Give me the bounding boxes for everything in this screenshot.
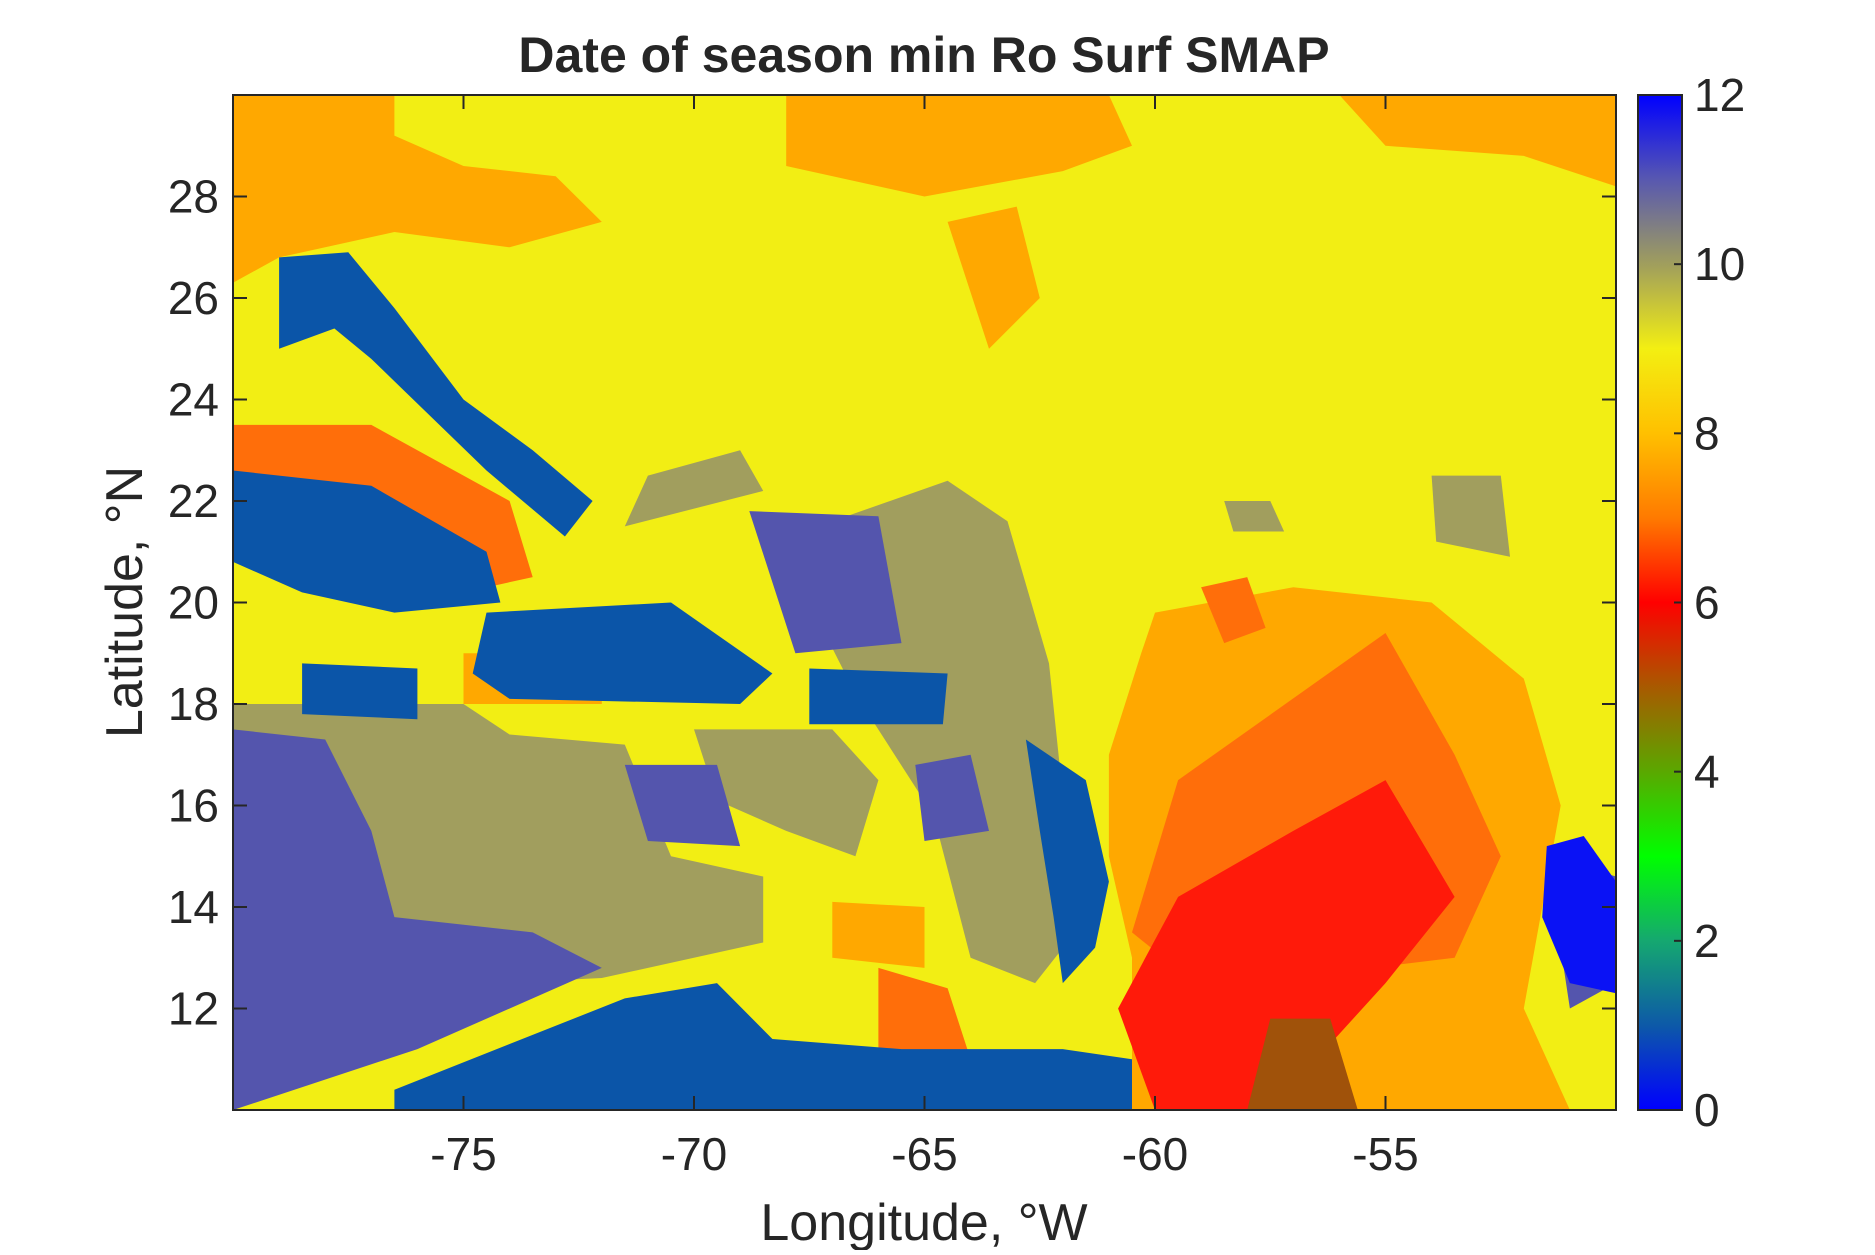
map-region-value-11 <box>233 729 602 1110</box>
y-tick-label: 14 <box>168 881 219 933</box>
map-region-value-1 <box>472 602 773 704</box>
map-region-value-11 <box>624 764 741 847</box>
y-tick-label: 22 <box>168 475 219 527</box>
y-tick-label: 24 <box>168 374 219 426</box>
map-region-value-1 <box>233 470 501 613</box>
x-axis: -75 -70 -65 -60 -55 <box>430 95 1419 1180</box>
map-region-value-11 <box>915 754 989 841</box>
map-region-value-8 <box>832 901 925 968</box>
plot-area <box>232 94 1617 1111</box>
map-region-value-10 <box>624 450 764 527</box>
y-axis: 12 14 16 18 20 22 24 26 28 <box>168 171 1616 1035</box>
map-region-value-7 <box>1201 577 1266 644</box>
colorbar-tick-label: 8 <box>1694 407 1720 459</box>
map-title: Date of season min Ro Surf SMAP <box>518 27 1329 83</box>
y-tick-label: 16 <box>168 780 219 832</box>
map-region-value-1 <box>394 983 1132 1110</box>
map-region-value-10 <box>694 729 879 857</box>
map-region-value-8 <box>233 95 602 283</box>
map-region-value-12 <box>1542 836 1616 994</box>
x-axis-label: Longitude, °W <box>760 1194 1087 1250</box>
x-tick-label: -70 <box>661 1128 727 1180</box>
map-region-value-8 <box>947 206 1040 349</box>
y-tick-label: 28 <box>168 171 219 223</box>
map-region-value-5 <box>1247 1018 1358 1110</box>
map-region-value-1 <box>302 663 418 720</box>
map-region-value-6 <box>1118 780 1455 1110</box>
map-region-value-1 <box>1025 739 1109 984</box>
y-tick-label: 18 <box>168 678 219 730</box>
map-region-value-8 <box>786 95 1132 197</box>
x-tick-label: -65 <box>891 1128 957 1180</box>
map-region-value-8 <box>1339 95 1616 187</box>
x-tick-label: -55 <box>1352 1128 1418 1180</box>
colorbar-tick-label: 12 <box>1694 69 1745 121</box>
colorbar: 0 2 4 6 8 10 12 <box>1637 69 1745 1136</box>
x-tick-label: -60 <box>1122 1128 1188 1180</box>
map-region-value-10 <box>1224 501 1285 532</box>
colorbar-tick-label: 6 <box>1694 577 1720 629</box>
colorbar-tick-label: 4 <box>1694 746 1720 798</box>
y-tick-label: 20 <box>168 577 219 629</box>
y-tick-label: 12 <box>168 983 219 1035</box>
map-region-value-1 <box>279 252 593 537</box>
map-region-value-11 <box>749 511 902 654</box>
y-tick-label: 26 <box>168 272 219 324</box>
map-region-value-1 <box>809 668 948 725</box>
colorbar-tick-label: 10 <box>1694 238 1745 290</box>
colorbar-tick-label: 0 <box>1694 1084 1720 1136</box>
map-region-value-7 <box>878 967 971 1060</box>
y-axis-label: Latitude, °N <box>96 466 154 738</box>
x-tick-label: -75 <box>430 1128 496 1180</box>
map-region-value-10 <box>1431 475 1510 557</box>
colorbar-tick-label: 2 <box>1694 915 1720 967</box>
